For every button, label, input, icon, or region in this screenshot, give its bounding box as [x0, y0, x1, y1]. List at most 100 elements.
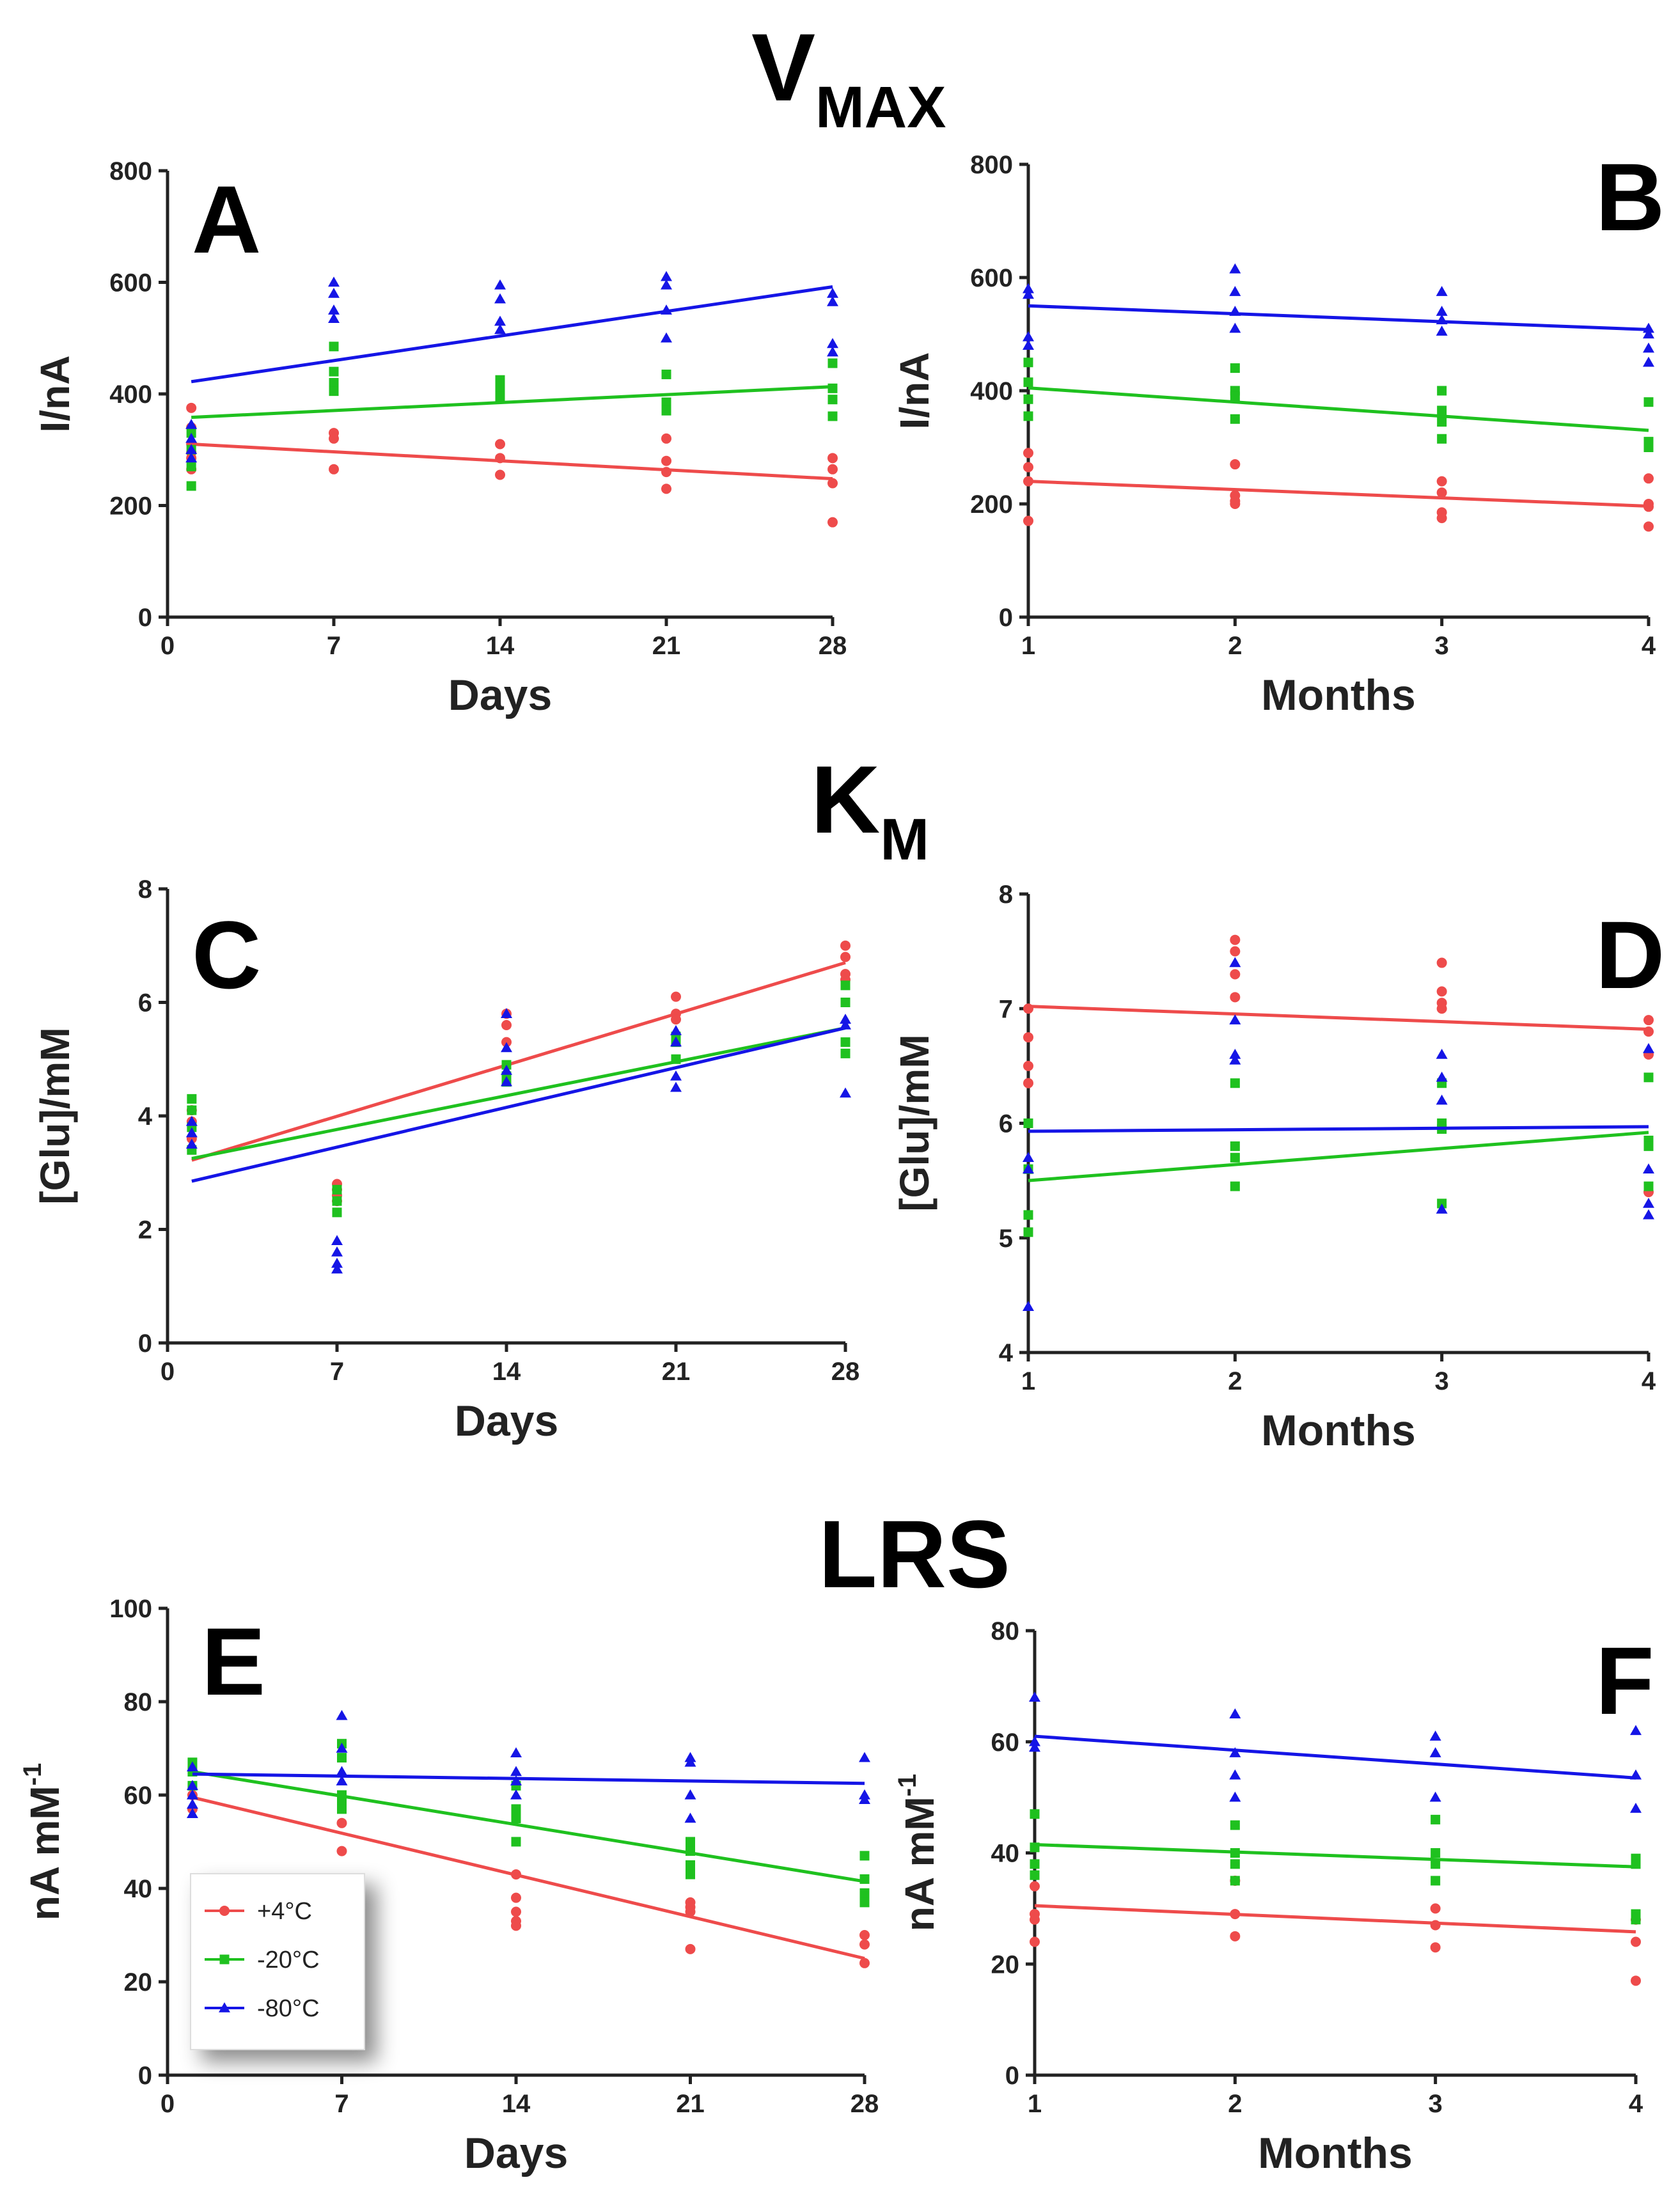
y-tick-label: 200 — [970, 490, 1013, 519]
fit-line — [1028, 386, 1649, 432]
data-point — [1643, 342, 1654, 353]
lrs-title-main: LRS — [819, 1500, 1010, 1608]
data-point — [1230, 391, 1240, 402]
data-point — [827, 517, 838, 528]
y-tick-label: 200 — [109, 492, 152, 521]
data-point — [1436, 326, 1448, 336]
data-point — [1430, 1942, 1441, 1953]
data-point — [329, 386, 339, 396]
x-tick-label: 14 — [502, 2090, 531, 2118]
data-point — [1643, 1141, 1654, 1151]
y-tick-label: 600 — [970, 264, 1013, 292]
data-point — [329, 366, 339, 377]
data-point — [1230, 414, 1240, 424]
y-tick-label: 8 — [138, 875, 152, 904]
data-point — [661, 279, 672, 290]
fit-line — [192, 1772, 865, 1785]
data-point — [1229, 1769, 1241, 1780]
data-point — [1230, 1820, 1240, 1830]
data-point — [1631, 1859, 1641, 1869]
x-tick-label: 3 — [1435, 632, 1449, 660]
km-title-sub: M — [880, 807, 929, 872]
data-point — [1431, 1848, 1441, 1858]
data-point — [186, 1761, 198, 1771]
data-point — [840, 1037, 851, 1047]
data-point — [501, 1076, 512, 1086]
vmax-title-sub: MAX — [815, 75, 946, 140]
data-point — [328, 287, 340, 298]
data-point — [1643, 1026, 1654, 1037]
data-point — [661, 455, 671, 466]
fit-line — [191, 285, 833, 384]
x-tick-label: 2 — [1228, 632, 1242, 660]
data-point — [686, 1869, 695, 1879]
series-2 — [186, 1709, 870, 1823]
series-0 — [1023, 934, 1654, 1198]
legend: +4°C -20°C -80°C — [190, 1873, 365, 2050]
data-point — [328, 313, 340, 323]
fit-line — [1028, 480, 1649, 508]
data-point — [1643, 1197, 1654, 1208]
x-axis-label: Months — [1261, 671, 1416, 719]
data-point — [1023, 515, 1033, 526]
y-tick-label: 20 — [991, 1950, 1020, 1979]
data-point — [501, 1042, 512, 1053]
data-point — [671, 1054, 681, 1064]
data-point — [1630, 1725, 1642, 1736]
data-point — [661, 304, 672, 315]
panel-c: 0 2 4 6 8 0 7 14 21 28 Days [Glu]/mM C — [32, 875, 859, 1445]
data-point — [1230, 934, 1241, 945]
x-axis-label: Days — [455, 1397, 559, 1445]
data-point — [1229, 322, 1241, 333]
data-point — [827, 338, 838, 349]
x-tick-label: 3 — [1429, 2090, 1443, 2118]
y-tick-label: 0 — [999, 604, 1013, 632]
data-point — [1429, 1730, 1441, 1741]
x-tick-label: 0 — [161, 2090, 175, 2118]
km-title-main: K — [811, 746, 881, 853]
data-point — [1643, 328, 1654, 339]
data-point — [1230, 1909, 1241, 1920]
data-point — [684, 1812, 696, 1823]
y-tick-label: 6 — [999, 1110, 1013, 1138]
data-point — [686, 1837, 695, 1847]
y-tick-label: 80 — [991, 1617, 1020, 1645]
series-1 — [1030, 1809, 1641, 1925]
data-point — [337, 1804, 347, 1814]
data-point — [1023, 283, 1034, 294]
data-point — [1030, 1936, 1040, 1947]
data-point — [1229, 1747, 1241, 1757]
fit-line — [192, 1770, 865, 1883]
data-point — [859, 1957, 870, 1968]
panel-letter: B — [1596, 143, 1665, 251]
data-point — [331, 1246, 343, 1257]
data-point — [1023, 394, 1033, 404]
y-axis-label-superscript: -1 — [19, 1763, 47, 1786]
data-point — [827, 464, 838, 475]
data-point — [1430, 1903, 1441, 1914]
x-tick-label: 3 — [1435, 1367, 1449, 1395]
fit-line — [1028, 304, 1649, 331]
data-point — [185, 418, 198, 429]
data-point — [1431, 1859, 1441, 1869]
data-point — [827, 296, 838, 306]
fit-line — [1028, 1125, 1649, 1133]
series-2 — [1023, 263, 1654, 367]
data-point — [336, 1709, 348, 1720]
data-point — [494, 315, 506, 326]
data-point — [1023, 331, 1034, 341]
data-point — [1023, 1032, 1033, 1043]
data-point — [1030, 1881, 1040, 1892]
data-point — [1229, 1014, 1241, 1024]
data-point — [1230, 1141, 1240, 1151]
data-point — [1643, 443, 1654, 452]
data-point — [336, 1846, 347, 1856]
x-tick-label: 0 — [161, 1358, 175, 1386]
data-point — [511, 1869, 521, 1880]
legend-label: -20°C — [257, 1947, 320, 1973]
data-point — [510, 1747, 522, 1758]
y-axis-label: nA mM-1 — [19, 1763, 68, 1921]
data-point — [827, 346, 838, 357]
y-tick-label: 40 — [991, 1840, 1020, 1868]
data-point — [661, 467, 671, 478]
